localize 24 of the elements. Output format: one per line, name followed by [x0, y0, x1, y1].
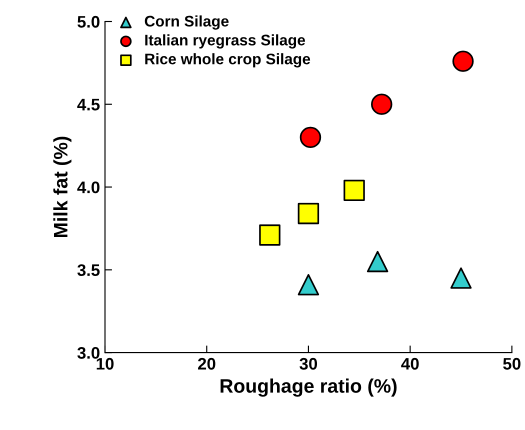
legend-label: Italian ryegrass Silage — [145, 34, 306, 49]
point — [371, 94, 392, 115]
y-axis-title: Milk fat (%) — [53, 136, 72, 238]
point — [366, 250, 388, 272]
point — [450, 267, 472, 289]
point — [300, 126, 322, 148]
legend-label: Corn Silage — [144, 15, 229, 30]
point — [452, 50, 474, 72]
point — [344, 180, 365, 202]
x-tick-label: 10 — [96, 358, 114, 370]
y-tick-label: 3.5 — [77, 264, 100, 276]
x-tick-label: 50 — [503, 358, 520, 370]
x-tick-label: 40 — [401, 358, 419, 370]
x-axis-title: Roughage ratio (%) — [220, 378, 397, 397]
y-tick-label: 4.0 — [77, 181, 100, 194]
x-tick-label: 20 — [198, 358, 216, 370]
point — [259, 224, 280, 246]
y-tick-label: 3.0 — [77, 347, 100, 359]
y-tick-label: 4.5 — [77, 98, 100, 110]
point — [298, 202, 320, 224]
legend-label: Rice whole crop Silage — [145, 53, 310, 68]
x-tick-label: 30 — [300, 358, 318, 370]
y-tick-label: 5.0 — [77, 16, 100, 28]
point — [298, 274, 320, 296]
